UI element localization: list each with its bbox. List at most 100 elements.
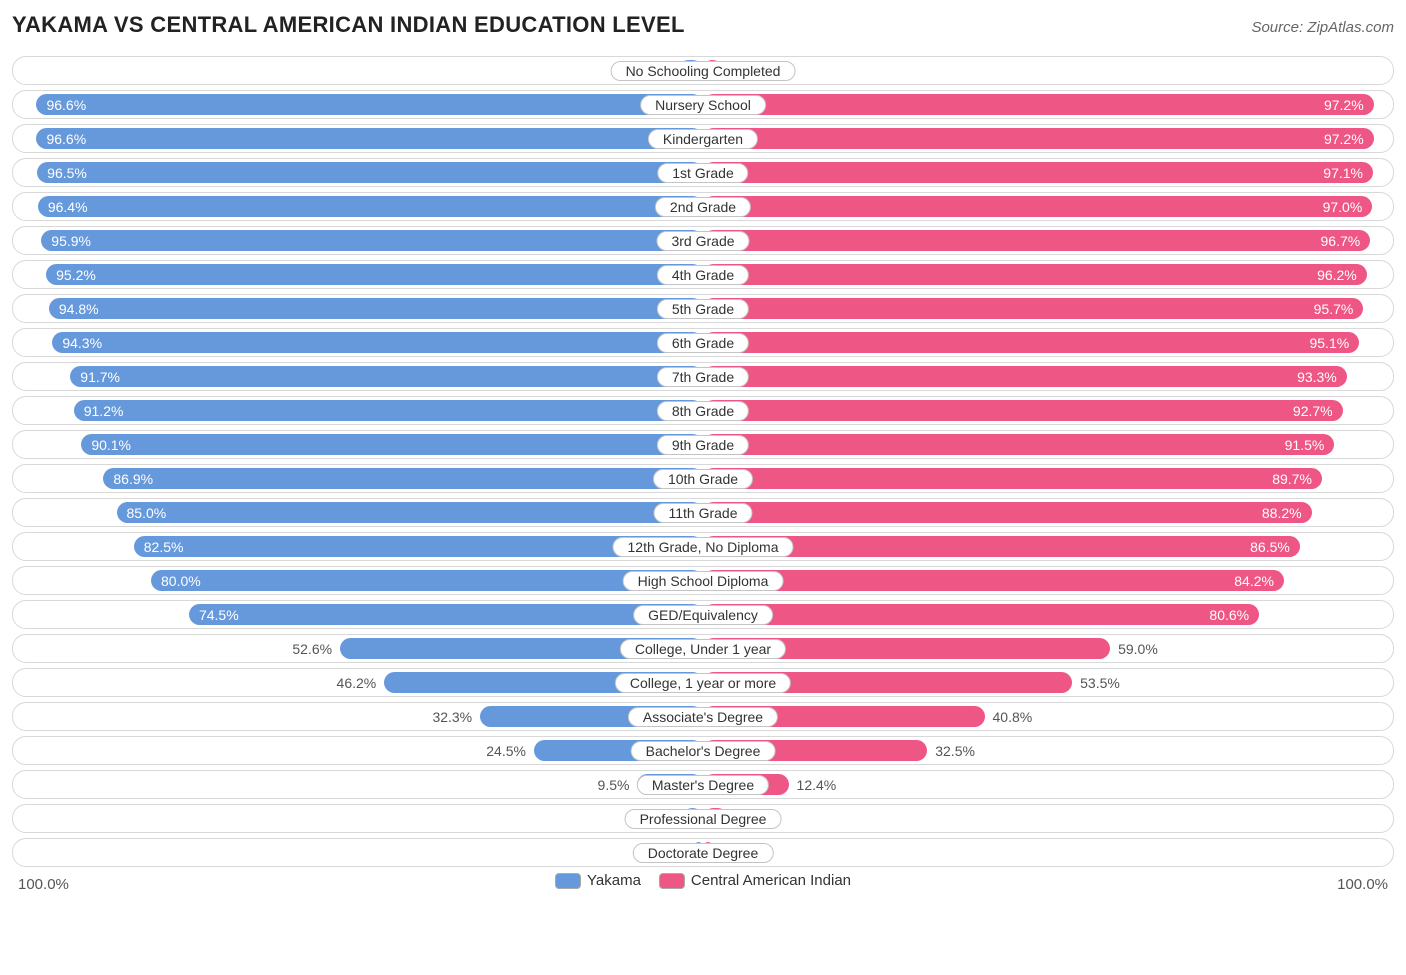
bar-right: 96.2%	[703, 264, 1367, 285]
bar-left: 80.0%	[151, 570, 703, 591]
value-right: 86.5%	[1250, 536, 1290, 557]
category-label: Nursery School	[640, 95, 766, 115]
value-right: 40.8%	[993, 703, 1033, 730]
value-right: 92.7%	[1293, 400, 1333, 421]
legend-swatch-left	[555, 873, 581, 889]
value-right: 12.4%	[797, 771, 837, 798]
bar-left: 91.2%	[74, 400, 703, 421]
chart-header: YAKAMA VS CENTRAL AMERICAN INDIAN EDUCAT…	[12, 12, 1394, 38]
bar-right: 97.2%	[703, 94, 1374, 115]
category-label: 10th Grade	[653, 469, 753, 489]
legend-item-right: Central American Indian	[659, 872, 851, 889]
bar-right: 89.7%	[703, 468, 1322, 489]
chart-row: 94.3% 95.1% 6th Grade	[12, 328, 1394, 357]
category-label: Master's Degree	[637, 775, 769, 795]
chart-row: 91.7% 93.3% 7th Grade	[12, 362, 1394, 391]
diverging-bar-chart: 3.6%2.8%No Schooling Completed 96.6% 97.2%…	[12, 56, 1394, 867]
bar-right: 91.5%	[703, 434, 1334, 455]
value-right: 59.0%	[1118, 635, 1158, 662]
bar-right: 93.3%	[703, 366, 1347, 387]
value-right: 95.1%	[1309, 332, 1349, 353]
chart-row: 96.4%97.0%2nd Grade	[12, 192, 1394, 221]
value-right: 93.3%	[1297, 366, 1337, 387]
chart-footer: 100.0% Yakama Central American Indian 10…	[12, 872, 1394, 900]
legend-item-left: Yakama	[555, 872, 641, 889]
bar-right: 84.2%	[703, 570, 1284, 591]
chart-row: 80.0%84.2%High School Diploma	[12, 566, 1394, 595]
value-left: 80.0%	[161, 570, 201, 591]
bar-right: 88.2%	[703, 502, 1312, 523]
value-left: 9.5%	[598, 771, 630, 798]
axis-left-label: 100.0%	[18, 876, 69, 893]
chart-row: 52.6%59.0%College, Under 1 year	[12, 634, 1394, 663]
chart-row: 91.2% 92.7% 8th Grade	[12, 396, 1394, 425]
value-left: 90.1%	[91, 434, 131, 455]
category-label: 8th Grade	[657, 401, 749, 421]
chart-row: 46.2%53.5%College, 1 year or more	[12, 668, 1394, 697]
bar-left: 90.1%	[81, 434, 703, 455]
chart-row: 32.3% 40.8% Associate's Degree	[12, 702, 1394, 731]
bar-left: 95.9%	[41, 230, 703, 251]
value-left: 82.5%	[144, 536, 184, 557]
category-label: GED/Equivalency	[633, 605, 773, 625]
chart-row: 3.1%3.6%Professional Degree	[12, 804, 1394, 833]
chart-source: Source: ZipAtlas.com	[1251, 19, 1394, 36]
value-right: 89.7%	[1272, 468, 1312, 489]
value-left: 95.9%	[51, 230, 91, 251]
category-label: 12th Grade, No Diploma	[613, 537, 794, 557]
value-left: 91.7%	[80, 366, 120, 387]
category-label: No Schooling Completed	[611, 61, 796, 81]
chart-title: YAKAMA VS CENTRAL AMERICAN INDIAN EDUCAT…	[12, 12, 685, 38]
value-right: 97.2%	[1324, 94, 1364, 115]
value-left: 94.3%	[62, 332, 102, 353]
bar-right: 95.1%	[703, 332, 1359, 353]
category-label: 5th Grade	[657, 299, 749, 319]
bar-left: 96.4%	[38, 196, 703, 217]
bar-left: 86.9%	[103, 468, 703, 489]
bar-left: 96.6%	[36, 128, 703, 149]
category-label: 7th Grade	[657, 367, 749, 387]
category-label: 6th Grade	[657, 333, 749, 353]
bar-left: 96.6%	[36, 94, 703, 115]
legend-label-right: Central American Indian	[691, 872, 851, 889]
chart-row: 95.9%96.7%3rd Grade	[12, 226, 1394, 255]
chart-row: 1.3%1.5%Doctorate Degree	[12, 838, 1394, 867]
value-right: 97.1%	[1323, 162, 1363, 183]
chart-row: 96.5% 97.1% 1st Grade	[12, 158, 1394, 187]
axis-right-label: 100.0%	[1337, 876, 1388, 893]
category-label: 3rd Grade	[656, 231, 749, 251]
category-label: College, 1 year or more	[615, 673, 791, 693]
chart-row: 95.2% 96.2% 4th Grade	[12, 260, 1394, 289]
category-label: 4th Grade	[657, 265, 749, 285]
chart-row: 24.5% 32.5% Bachelor's Degree	[12, 736, 1394, 765]
bar-left: 94.8%	[49, 298, 703, 319]
chart-row: 9.5% 12.4% Master's Degree	[12, 770, 1394, 799]
bar-right: 95.7%	[703, 298, 1363, 319]
value-left: 32.3%	[432, 703, 472, 730]
value-left: 96.6%	[46, 128, 86, 149]
category-label: 1st Grade	[657, 163, 748, 183]
chart-legend: Yakama Central American Indian	[555, 872, 851, 889]
value-right: 32.5%	[935, 737, 975, 764]
bar-right: 97.0%	[703, 196, 1372, 217]
value-right: 95.7%	[1314, 298, 1354, 319]
bar-left: 96.5%	[37, 162, 703, 183]
bar-left: 91.7%	[70, 366, 703, 387]
bar-left: 95.2%	[46, 264, 703, 285]
value-right: 91.5%	[1285, 434, 1325, 455]
chart-row: 3.6%2.8%No Schooling Completed	[12, 56, 1394, 85]
value-right: 80.6%	[1209, 604, 1249, 625]
bar-right: 80.6%	[703, 604, 1259, 625]
value-left: 94.8%	[59, 298, 99, 319]
value-left: 24.5%	[486, 737, 526, 764]
value-right: 96.2%	[1317, 264, 1357, 285]
chart-row: 90.1%91.5%9th Grade	[12, 430, 1394, 459]
bar-right: 97.1%	[703, 162, 1373, 183]
value-left: 74.5%	[199, 604, 239, 625]
category-label: Associate's Degree	[628, 707, 778, 727]
bar-left: 85.0%	[117, 502, 704, 523]
category-label: Bachelor's Degree	[631, 741, 776, 761]
chart-row: 85.0%88.2%11th Grade	[12, 498, 1394, 527]
value-left: 52.6%	[292, 635, 332, 662]
value-left: 86.9%	[113, 468, 153, 489]
